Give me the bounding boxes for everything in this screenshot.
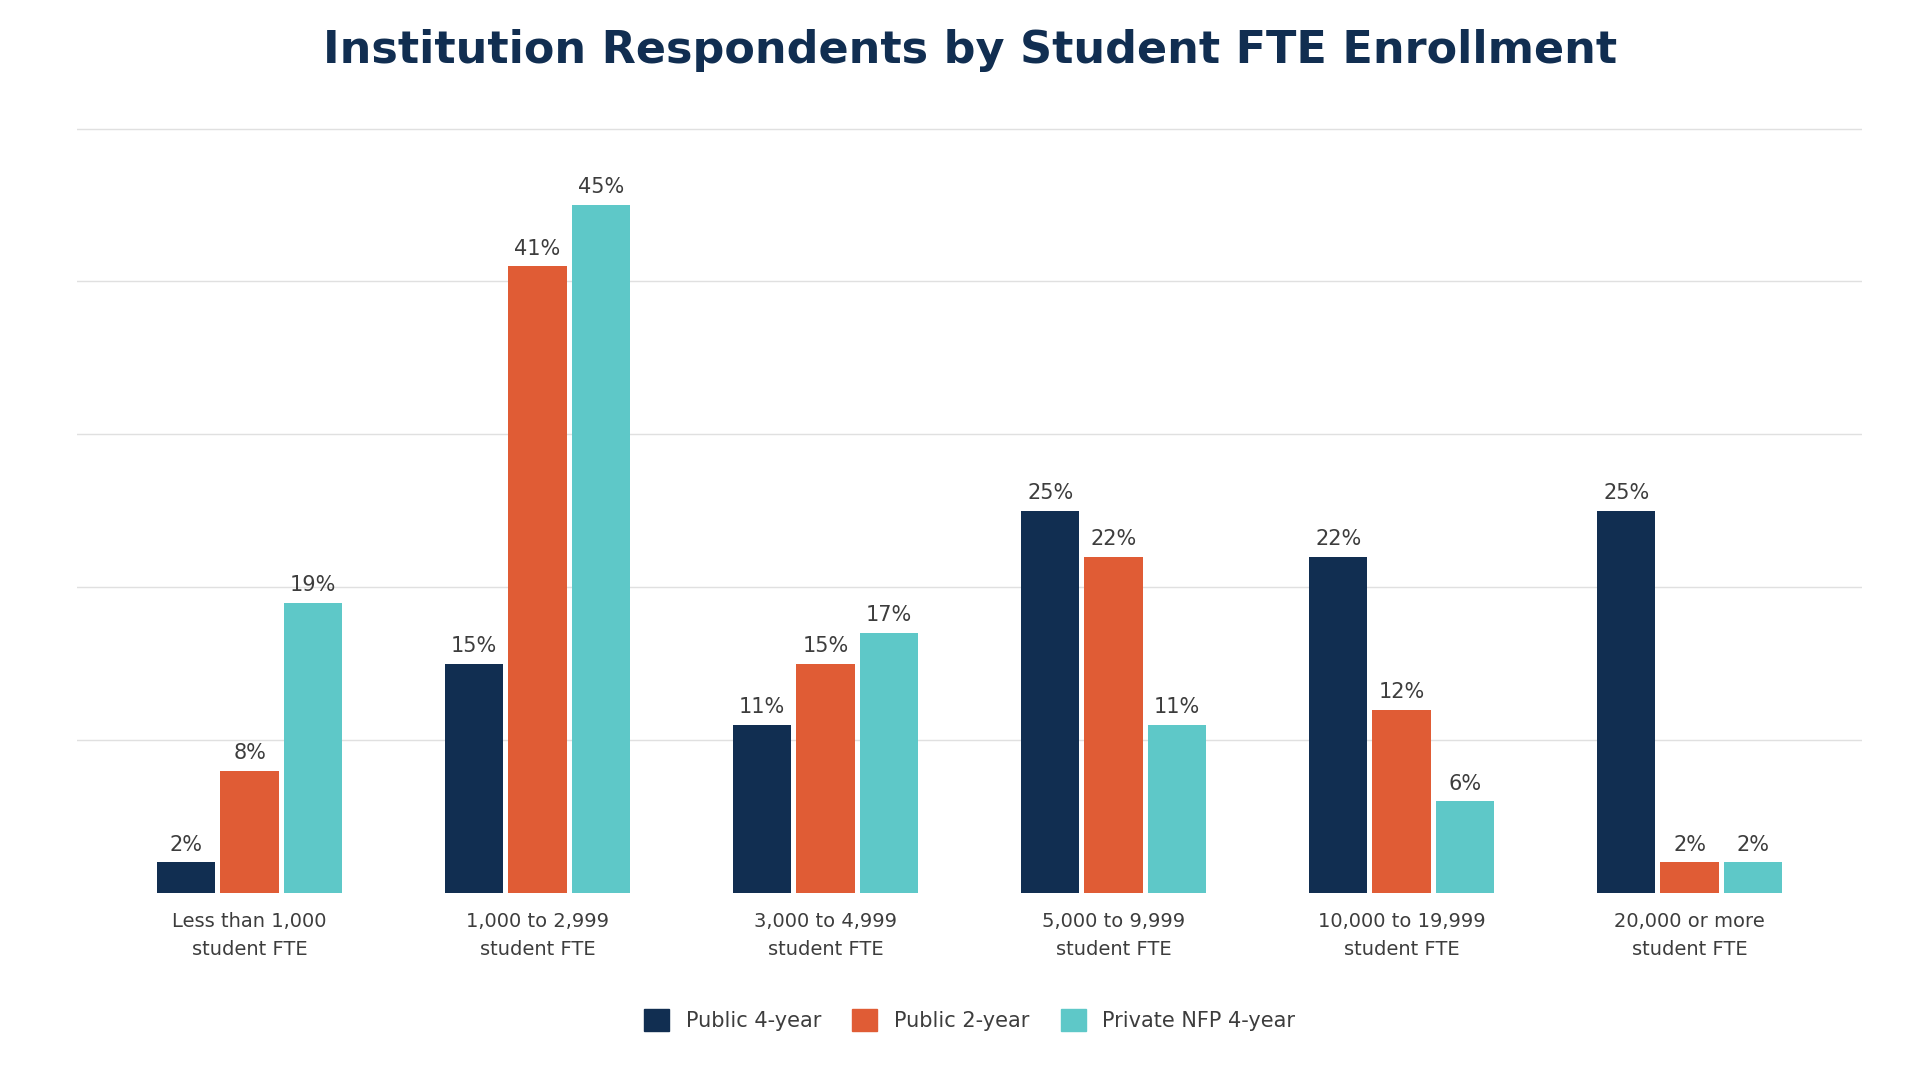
Text: 12%: 12% (1379, 682, 1425, 702)
Bar (284, 602, 342, 893)
Text: 45%: 45% (578, 178, 624, 197)
Text: 11%: 11% (739, 697, 785, 718)
Text: 11%: 11% (1154, 697, 1200, 718)
Bar (221, 771, 278, 893)
Bar (1309, 556, 1367, 893)
Text: 2%: 2% (169, 835, 204, 855)
Text: 25%: 25% (1603, 484, 1649, 503)
Text: 17%: 17% (866, 605, 912, 625)
Bar (860, 633, 918, 893)
Bar (1021, 511, 1079, 893)
Text: 41%: 41% (515, 238, 561, 258)
Bar (445, 663, 503, 893)
Bar (1148, 725, 1206, 893)
Title: Institution Respondents by Student FTE Enrollment: Institution Respondents by Student FTE E… (323, 29, 1617, 72)
Bar (1724, 862, 1782, 893)
Legend: Public 4-year, Public 2-year, Private NFP 4-year: Public 4-year, Public 2-year, Private NF… (634, 999, 1306, 1041)
Text: 22%: 22% (1091, 529, 1137, 549)
Bar (797, 663, 854, 893)
Text: 8%: 8% (232, 743, 267, 763)
Bar (1436, 802, 1494, 893)
Text: 22%: 22% (1315, 529, 1361, 549)
Text: 25%: 25% (1027, 484, 1073, 503)
Bar (157, 862, 215, 893)
Bar (1373, 710, 1430, 893)
Bar (509, 266, 566, 893)
Bar (572, 205, 630, 893)
Text: 15%: 15% (803, 636, 849, 656)
Text: 2%: 2% (1736, 835, 1770, 855)
Text: 15%: 15% (451, 636, 497, 656)
Bar (1085, 556, 1142, 893)
Bar (1661, 862, 1718, 893)
Bar (1597, 511, 1655, 893)
Bar (733, 725, 791, 893)
Text: 6%: 6% (1448, 773, 1482, 794)
Text: 19%: 19% (290, 575, 336, 595)
Text: 2%: 2% (1672, 835, 1707, 855)
